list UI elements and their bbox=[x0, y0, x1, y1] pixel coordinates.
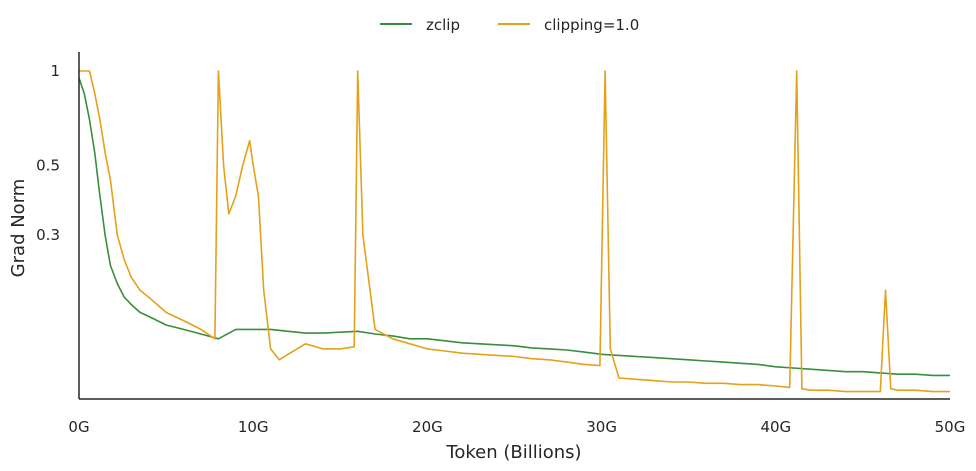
x-tick-label: 50G bbox=[935, 418, 966, 436]
y-tick-label: 0.3 bbox=[36, 226, 60, 244]
legend-label-clipping: clipping=1.0 bbox=[544, 16, 639, 34]
legend-label-zclip: zclip bbox=[426, 16, 460, 34]
x-tick-label: 20G bbox=[412, 418, 443, 436]
x-axis-title: Token (Billions) bbox=[445, 442, 581, 463]
legend: zclip clipping=1.0 bbox=[380, 16, 639, 34]
y-tick-labels: 1 0.5 0.3 bbox=[36, 62, 60, 244]
x-tick-label: 30G bbox=[586, 418, 617, 436]
series-line-zclip bbox=[78, 77, 950, 377]
x-tick-label: 40G bbox=[760, 418, 791, 436]
y-tick-label: 1 bbox=[50, 62, 60, 80]
x-tick-label: 10G bbox=[238, 418, 269, 436]
series-layer bbox=[78, 70, 950, 393]
x-tick-labels: 0G 10G 20G 30G 40G 50G bbox=[68, 418, 965, 436]
y-tick-label: 0.5 bbox=[36, 156, 60, 174]
x-tick-label: 0G bbox=[68, 418, 89, 436]
y-axis-title: Grad Norm bbox=[8, 179, 29, 278]
series-line-clipping bbox=[79, 70, 950, 393]
